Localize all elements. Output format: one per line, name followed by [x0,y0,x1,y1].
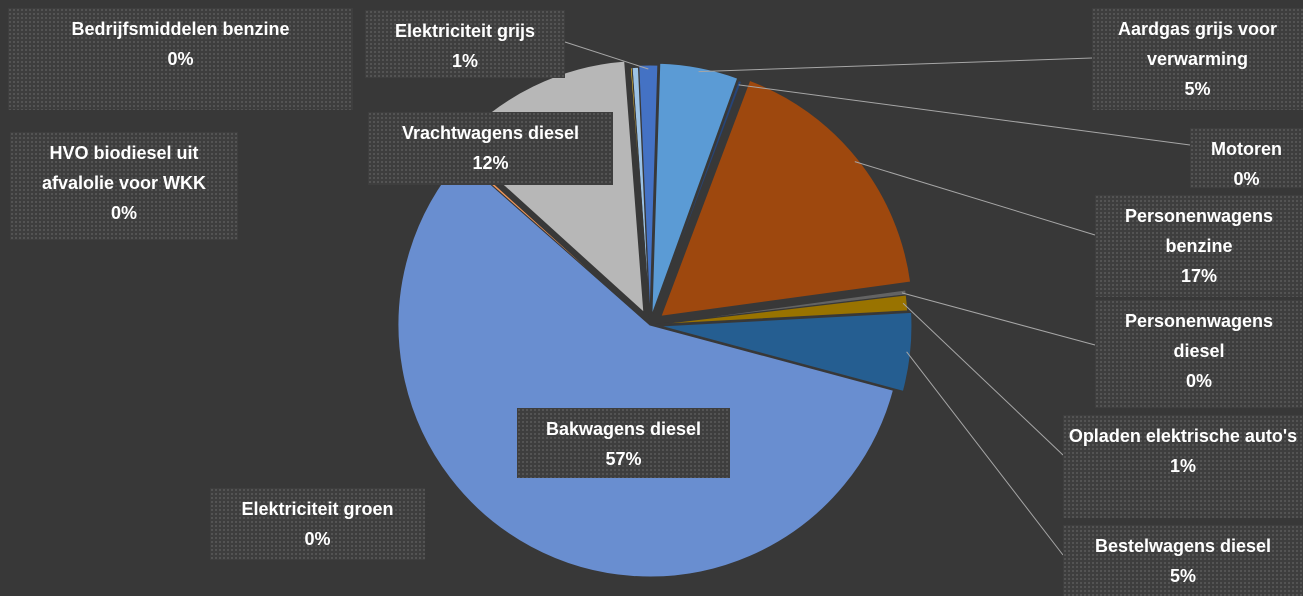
category-name: Bedrijfsmiddelen benzine [71,19,290,39]
value-label: 0% [167,49,194,69]
data-label: Elektriciteit groen 0% [210,488,425,560]
value-label: 0% [1185,371,1212,391]
data-label: Opladen elektrische auto's 1% [1063,415,1303,518]
category-name: Personenwagens diesel [1124,311,1274,361]
data-label: Bestelwagens diesel 5% [1063,525,1303,596]
data-label: Personenwagens diesel 0% [1095,300,1303,408]
data-label: Elektriciteit grijs 1% [365,10,565,78]
leader-line [564,41,649,70]
category-name: Aardgas grijs voor verwarming [1117,19,1278,69]
value-label: 57% [605,449,642,469]
data-label: Aardgas grijs voor verwarming 5% [1092,8,1303,110]
data-label: Personenwagens benzine 17% [1095,195,1303,297]
data-label: Vrachtwagens diesel 12% [368,112,613,185]
leader-line [698,57,1093,73]
value-label: 1% [451,51,478,71]
category-name: HVO biodiesel uit afvalolie voor WKK [41,143,207,193]
category-name: Personenwagens benzine [1124,206,1274,256]
pie-slice [629,67,651,320]
pie-slice [655,294,909,325]
leader-line [906,351,1064,556]
pie-slice [659,311,913,392]
leader-line [902,302,1064,456]
category-name: Opladen elektrische auto's [1068,426,1298,446]
value-label: 0% [304,529,331,549]
data-label: Bakwagens diesel 57% [517,408,730,478]
pie-slice [638,64,659,318]
value-label: 17% [1180,266,1218,286]
pie-slice [660,79,912,317]
leader-line [738,84,1191,146]
category-name: Bakwagens diesel [545,419,702,439]
value-label: 12% [472,153,509,173]
value-label: 0% [1233,169,1260,189]
pie-slice [651,62,739,316]
data-label: HVO biodiesel uit afvalolie voor WKK 0% [10,132,238,240]
value-label: 1% [1169,456,1196,476]
category-name: Bestelwagens diesel [1094,536,1272,556]
leader-line [901,292,1096,346]
category-name: Motoren [1211,139,1282,159]
category-name: Elektriciteit groen [241,499,394,519]
value-label: 5% [1184,79,1211,99]
value-label: 5% [1169,566,1196,586]
category-name: Elektriciteit grijs [394,21,536,41]
data-label: Bedrijfsmiddelen benzine 0% [8,8,353,110]
pie-slice [652,79,743,318]
data-label: Motoren 0% [1190,128,1303,189]
leader-line [854,161,1096,236]
value-label: 0% [110,203,137,223]
category-name: Vrachtwagens diesel [401,123,580,143]
